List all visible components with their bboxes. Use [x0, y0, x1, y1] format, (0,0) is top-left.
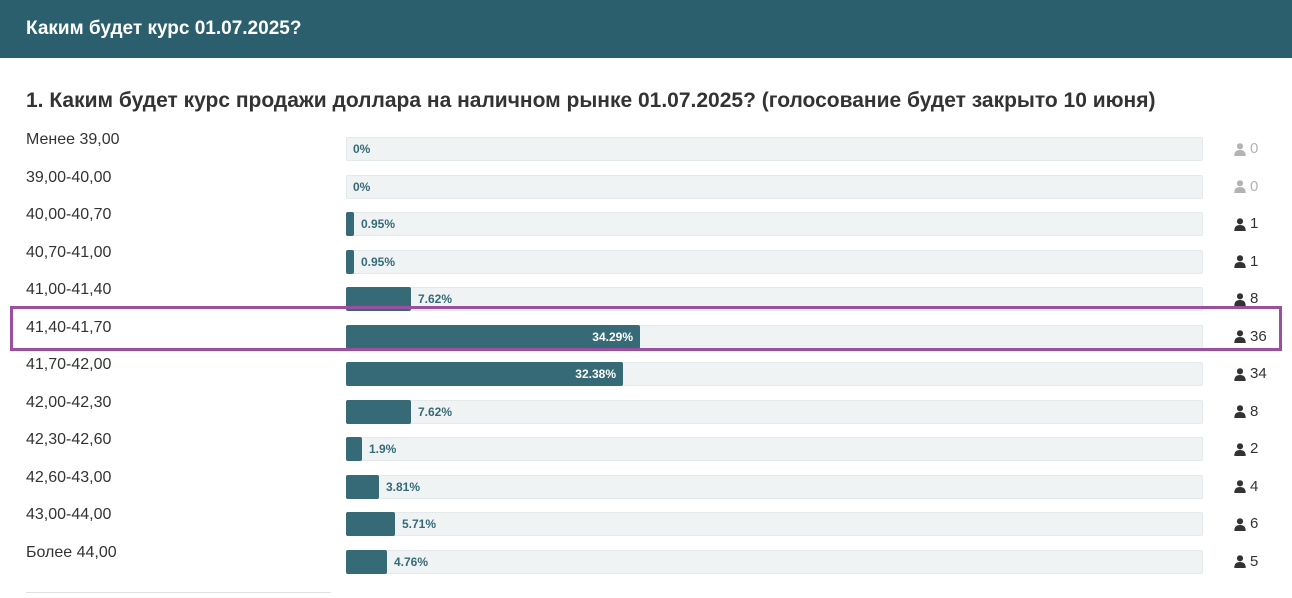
vote-count-value: 2 [1250, 440, 1259, 457]
bar-track: 0% [346, 174, 1203, 199]
bar-track: 0.95% [346, 212, 1203, 236]
vote-count-value: 4 [1250, 477, 1259, 495]
option-row: 39,00-40,00 0% 0 [0, 168, 1292, 205]
vote-count: 4 [1234, 476, 1258, 498]
user-icon [1234, 517, 1246, 531]
vote-count-value: 0 [1250, 177, 1259, 195]
vote-count: 34 [1234, 363, 1267, 385]
percent-label: 7.62% [418, 404, 453, 419]
user-icon [1234, 330, 1246, 343]
option-row: 42,30-42,60 1.9% 2 [0, 430, 1292, 467]
user-icon [1234, 180, 1246, 193]
bar-fill [346, 549, 387, 574]
vote-count: 0 [1234, 138, 1258, 160]
vote-count: 8 [1234, 401, 1258, 423]
option-label: Менее 39,00 [26, 131, 120, 148]
vote-count-value: 6 [1250, 515, 1259, 532]
vote-count: 1 [1234, 213, 1258, 235]
percent-label: 0.95% [361, 254, 396, 269]
user-icon [1234, 142, 1246, 156]
poll-title: Каким будет курс 01.07.2025? [26, 18, 302, 39]
bar-fill [346, 212, 354, 236]
option-label: Более 44,00 [26, 543, 117, 561]
option-label: 40,00-40,70 [26, 206, 112, 223]
vote-count-value: 5 [1250, 552, 1259, 570]
bar-fill [346, 512, 395, 536]
percent-label: 34.29% [592, 329, 633, 344]
user-icon [1234, 405, 1246, 418]
divider [26, 592, 331, 593]
option-label: 42,60-43,00 [26, 468, 112, 486]
vote-count-value: 1 [1250, 252, 1259, 270]
bar-track: 5.71% [346, 512, 1203, 536]
option-row: 42,60-43,00 3.81% 4 [0, 468, 1292, 505]
bar-track: 32.38% [346, 362, 1203, 386]
user-icon [1234, 217, 1246, 231]
percent-label: 0% [353, 142, 371, 156]
percent-label: 1.9% [369, 442, 397, 456]
bar-fill [346, 399, 411, 424]
user-icon [1234, 292, 1246, 306]
user-icon [1234, 442, 1246, 456]
bar-track: 1.9% [346, 437, 1203, 461]
option-label: 41,40-41,70 [26, 318, 112, 336]
option-row: 40,00-40,70 0.95% 1 [0, 205, 1292, 242]
vote-count: 8 [1234, 288, 1258, 310]
option-row: 40,70-41,00 0.95% 1 [0, 243, 1292, 280]
option-row: 41,70-42,00 32.38% 34 [0, 355, 1292, 392]
vote-count: 6 [1234, 513, 1258, 535]
option-label: 41,70-42,00 [26, 356, 112, 373]
percent-label: 0% [353, 179, 371, 194]
vote-count-value: 8 [1250, 290, 1259, 307]
vote-count: 5 [1234, 551, 1258, 573]
user-icon [1234, 555, 1246, 568]
bar-fill [346, 362, 623, 386]
percent-label: 5.71% [402, 517, 437, 531]
bar-track: 3.81% [346, 474, 1203, 499]
bar-fill [346, 249, 354, 274]
vote-count-value: 0 [1250, 140, 1259, 157]
bar-fill [346, 324, 640, 349]
percent-label: 7.62% [418, 292, 453, 306]
option-row: 43,00-44,00 5.71% 6 [0, 505, 1292, 542]
user-icon [1234, 367, 1246, 381]
highlight-frame [10, 306, 1282, 351]
user-icon [1234, 480, 1246, 493]
poll-header: Каким будет курс 01.07.2025? [0, 0, 1292, 58]
option-row: Более 44,00 4.76% 5 [0, 543, 1292, 580]
vote-count: 2 [1234, 438, 1258, 460]
vote-count: 0 [1234, 176, 1258, 198]
vote-count-value: 34 [1250, 365, 1267, 382]
bar-track: 4.76% [346, 549, 1203, 574]
user-icon [1234, 255, 1246, 268]
vote-count-value: 36 [1250, 327, 1267, 345]
percent-label: 3.81% [386, 479, 421, 494]
option-label: 43,00-44,00 [26, 506, 112, 523]
option-label: 42,00-42,30 [26, 393, 112, 411]
option-label: 42,30-42,60 [26, 431, 112, 448]
percent-label: 0.95% [361, 217, 396, 231]
vote-count-value: 1 [1250, 215, 1259, 232]
bar-track: 7.62% [346, 399, 1203, 424]
option-row: Менее 39,00 0% 0 [0, 130, 1292, 167]
percent-label: 32.38% [575, 367, 616, 381]
vote-count-value: 8 [1250, 402, 1259, 420]
option-label: 39,00-40,00 [26, 168, 112, 186]
vote-count: 1 [1234, 251, 1258, 273]
bar-track: 0% [346, 137, 1203, 161]
question-title: 1. Каким будет курс продажи доллара на н… [26, 89, 1156, 112]
option-label: 41,00-41,40 [26, 281, 112, 298]
bar-fill [346, 437, 362, 461]
option-row: 42,00-42,30 7.62% 8 [0, 393, 1292, 430]
bar-fill [346, 474, 379, 499]
percent-label: 4.76% [394, 554, 429, 569]
bar-track: 0.95% [346, 249, 1203, 274]
option-label: 40,70-41,00 [26, 243, 112, 261]
vote-count: 36 [1234, 326, 1267, 348]
